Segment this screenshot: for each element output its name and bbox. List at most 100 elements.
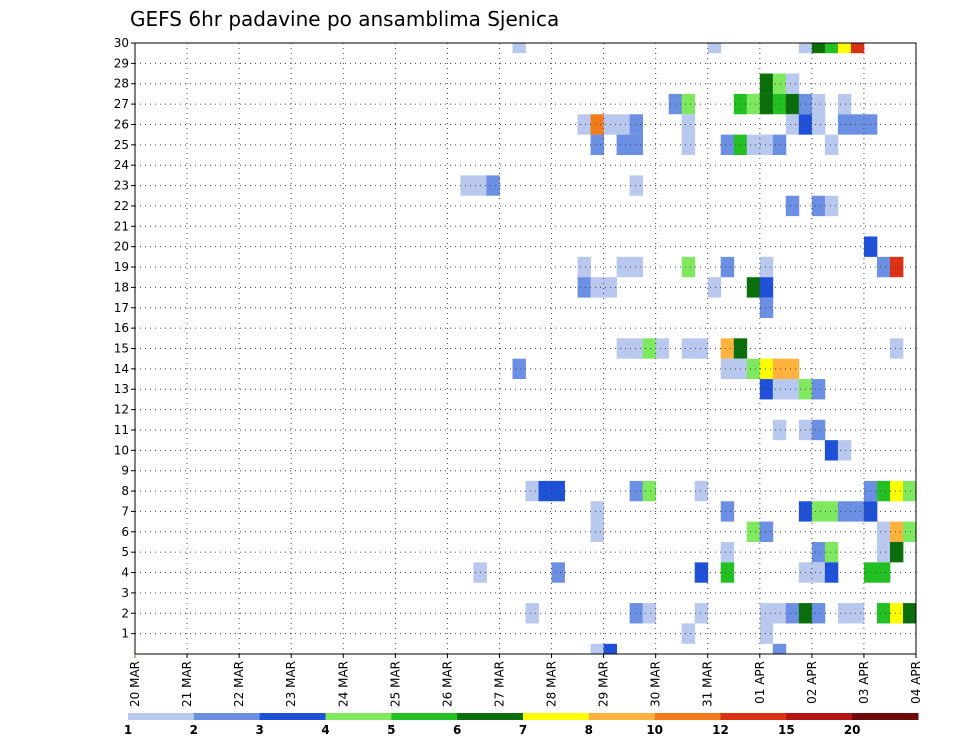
legend-color-swatch — [523, 713, 590, 720]
heatmap-cell — [590, 134, 604, 156]
heatmap-cell — [525, 603, 539, 624]
heatmap-cell — [759, 297, 774, 318]
heatmap-cell — [889, 521, 904, 542]
heatmap-cell — [811, 562, 826, 583]
legend-label: 7 — [519, 723, 527, 737]
legend-label: 12 — [712, 723, 729, 737]
legend-color-swatch — [786, 713, 853, 720]
heatmap-cell — [590, 643, 604, 654]
heatmap-cell — [603, 643, 618, 654]
x-tick-label: 26 MAR — [440, 661, 454, 707]
legend-label: 6 — [453, 723, 461, 737]
heatmap-cell — [837, 93, 852, 115]
heatmap-cell — [876, 256, 891, 278]
y-tick-label: 26 — [114, 117, 129, 131]
heatmap-cell — [837, 603, 852, 624]
legend-color-swatch — [259, 713, 326, 720]
heatmap-cell — [720, 562, 735, 583]
heatmap-cell — [629, 256, 644, 278]
heatmap-cell — [785, 73, 800, 94]
heatmap-cell — [785, 379, 800, 400]
heatmap-cell — [837, 440, 852, 461]
x-tick-label: 02 APR — [805, 661, 819, 704]
heatmap-cell — [824, 195, 839, 217]
heatmap-cell — [629, 114, 644, 135]
heatmap-cell — [811, 419, 826, 441]
heatmap-cell — [811, 195, 826, 217]
x-tick-label: 01 APR — [753, 661, 767, 704]
y-tick-label: 14 — [114, 362, 129, 376]
heatmap-cell — [902, 521, 917, 542]
heatmap-cell — [720, 134, 735, 156]
x-tick-label: 20 MAR — [128, 661, 142, 707]
heatmap-cell — [629, 134, 644, 156]
legend-label: 15 — [778, 723, 795, 737]
heatmap-cell — [590, 521, 604, 542]
heatmap-cell — [850, 43, 865, 54]
heatmap-cell — [772, 379, 787, 400]
heatmap-cell — [824, 501, 839, 522]
heatmap-cell — [772, 358, 787, 380]
y-tick-label: 15 — [114, 342, 129, 356]
heatmap-cell — [616, 256, 631, 278]
heatmap-cell — [707, 277, 722, 298]
x-tick-label: 03 APR — [857, 661, 871, 704]
y-tick-label: 1 — [121, 627, 129, 641]
y-tick-label: 13 — [114, 382, 129, 396]
heatmap-cell — [837, 114, 852, 135]
heatmap-cell — [850, 114, 865, 135]
heatmap-cell — [759, 256, 774, 278]
legend-label: 3 — [255, 723, 263, 737]
color-legend: 1 2 3 4 5 6 7 8 10 12 15 20 — [124, 713, 919, 737]
heatmap-cell — [681, 338, 696, 359]
heatmap-cell — [785, 114, 800, 135]
heatmap-cell — [720, 501, 735, 522]
heatmap-cell — [824, 134, 839, 156]
y-tick-label: 28 — [114, 77, 129, 91]
heatmap-cell — [759, 623, 774, 644]
legend-color-swatch — [325, 713, 392, 720]
y-tick-label: 4 — [121, 566, 129, 580]
heatmap-cell — [681, 93, 696, 115]
heatmap-cell — [759, 521, 774, 542]
heatmap-cell — [811, 501, 826, 522]
heatmap-cell — [759, 277, 774, 298]
heatmap-cell — [616, 338, 631, 359]
heatmap-cell — [889, 480, 904, 502]
heatmap-cell — [759, 358, 774, 380]
legend-color-swatch — [720, 713, 787, 720]
x-tick-label: 23 MAR — [284, 661, 298, 707]
y-tick-label: 29 — [114, 56, 129, 70]
heatmap-cell — [759, 603, 774, 624]
heatmap-cell — [837, 43, 852, 54]
legend-label: 4 — [321, 723, 329, 737]
heatmap-cell — [902, 480, 917, 502]
heatmap-cell — [876, 480, 891, 502]
chart-title: GEFS 6hr padavine po ansamblima Sjenica — [130, 7, 559, 31]
legend-label: 8 — [585, 723, 593, 737]
legend-label: 1 — [124, 723, 132, 737]
heatmap-cell — [876, 541, 891, 563]
x-tick-label: 27 MAR — [492, 661, 506, 707]
heatmap-cell — [759, 379, 774, 400]
x-tick-label: 04 APR — [909, 661, 923, 704]
legend-label: 2 — [190, 723, 198, 737]
heatmap-cell — [824, 541, 839, 563]
heatmap-cell — [772, 73, 787, 94]
heatmap-cell — [694, 603, 709, 624]
heatmap-cell — [889, 603, 904, 624]
legend-color-swatch — [193, 713, 261, 720]
y-tick-label: 3 — [121, 586, 129, 600]
heatmap-cell — [720, 541, 735, 563]
x-tick-label: 22 MAR — [232, 661, 246, 707]
heatmap-cell — [785, 603, 800, 624]
y-tick-label: 17 — [114, 301, 129, 315]
heatmap-cell — [681, 114, 696, 135]
heatmap-cell — [772, 134, 787, 156]
heatmap-cell — [551, 562, 565, 583]
heatmap-cell — [746, 134, 761, 156]
heatmap-cell — [577, 256, 591, 278]
legend-color-swatch — [654, 713, 721, 720]
heatmap-cell — [642, 603, 657, 624]
